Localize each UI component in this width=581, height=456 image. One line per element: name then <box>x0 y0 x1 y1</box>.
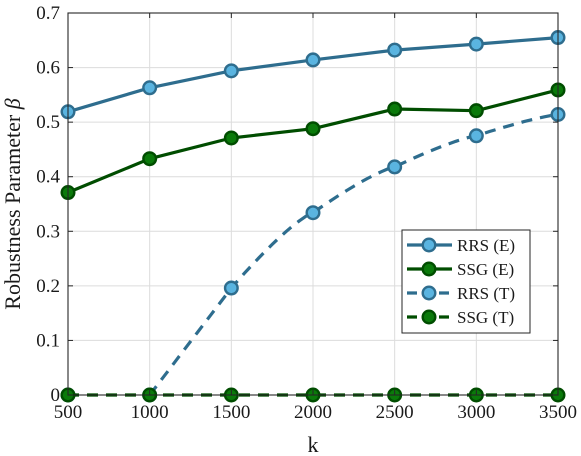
legend-label: SSG (T) <box>457 308 514 327</box>
series-rrs-e <box>60 30 566 120</box>
x-tick-label: 2000 <box>294 402 332 423</box>
y-tick-label: 0.5 <box>36 112 60 133</box>
legend-item: RRS (E) <box>407 236 515 255</box>
data-point <box>387 159 403 175</box>
data-point <box>468 103 484 119</box>
legend-item: RRS (T) <box>407 284 515 303</box>
legend-label: RRS (T) <box>457 284 515 303</box>
x-tick-label: 2500 <box>376 402 414 423</box>
data-point <box>468 36 484 52</box>
data-point <box>305 205 321 221</box>
legend-label: SSG (E) <box>457 260 514 279</box>
x-tick-label: 500 <box>54 402 83 423</box>
data-point <box>223 130 239 146</box>
ticks: 500 1000 1500 2000 2500 3000 3500 0 0.1 0.2 0.3 0.4… <box>36 3 577 423</box>
data-point <box>387 42 403 58</box>
y-tick-label: 0.3 <box>36 221 60 242</box>
data-point <box>305 52 321 68</box>
data-point <box>142 151 158 167</box>
y-tick-label: 0.1 <box>36 330 60 351</box>
x-axis-label: k <box>308 432 319 456</box>
data-point <box>223 280 239 296</box>
data-point <box>223 63 239 79</box>
data-point <box>387 101 403 117</box>
y-tick-label: 0.7 <box>36 3 60 24</box>
y-tick-label: 0.6 <box>36 58 60 79</box>
x-tick-label: 3000 <box>457 402 495 423</box>
legend-marker <box>421 309 437 325</box>
y-tick-label: 0.4 <box>36 167 60 188</box>
data-point <box>305 121 321 137</box>
data-point <box>468 128 484 144</box>
legend-marker <box>421 237 437 253</box>
y-axis-label-symbol: β <box>0 98 25 110</box>
legend: RRS (E) SSG (E) RRS (T) SSG (T) <box>401 229 531 334</box>
x-tick-label: 3500 <box>539 402 577 423</box>
x-tick-label: 1000 <box>131 402 169 423</box>
x-tick-label: 1500 <box>212 402 250 423</box>
legend-item: SSG (T) <box>407 308 514 327</box>
y-axis-label: Robustness Parameter β <box>0 98 25 309</box>
data-point <box>142 80 158 96</box>
legend-item: SSG (E) <box>407 260 514 279</box>
y-axis-label-text: Robustness Parameter <box>0 109 25 309</box>
series-line <box>148 112 559 396</box>
legend-label: RRS (E) <box>457 236 515 255</box>
y-tick-label: 0 <box>51 385 61 406</box>
y-tick-label: 0.2 <box>36 276 60 297</box>
legend-marker <box>421 261 437 277</box>
legend-marker <box>421 285 437 301</box>
